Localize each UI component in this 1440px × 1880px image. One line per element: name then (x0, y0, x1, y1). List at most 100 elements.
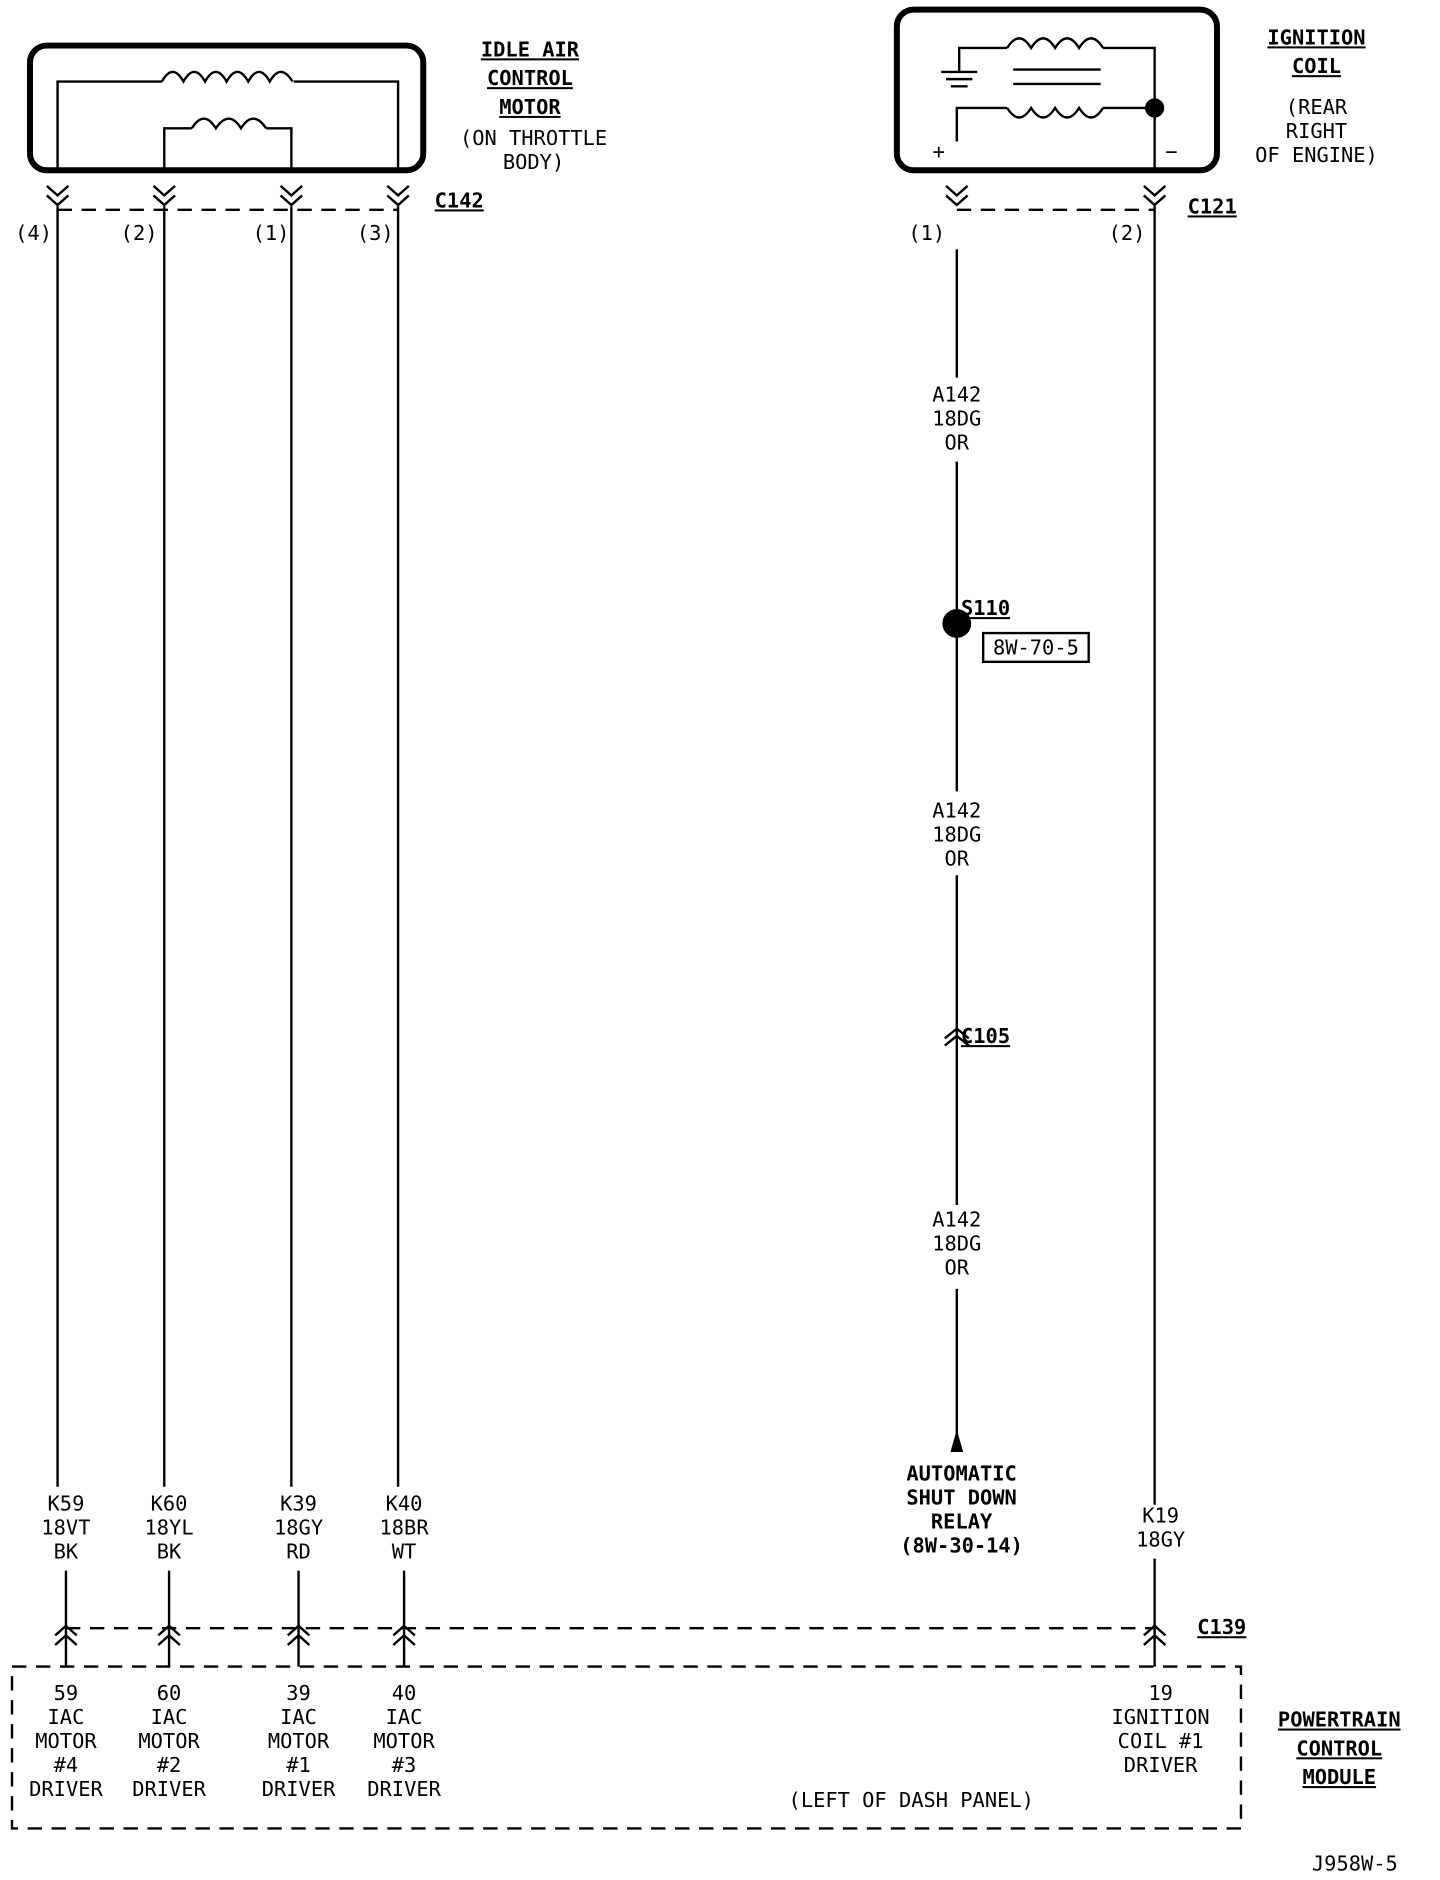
pcm-pin-label: 59 (54, 1681, 79, 1705)
coil (160, 70, 294, 84)
connector-symbol (54, 1624, 78, 1646)
polarity-label: + (933, 139, 945, 163)
pcm-pin-label: MOTOR (138, 1729, 200, 1753)
pcm-pin-label: 60 (157, 1681, 182, 1705)
connector-symbol (157, 1624, 181, 1646)
pcm-pin-label: MOTOR (268, 1729, 330, 1753)
connector-name: C142 (435, 188, 484, 212)
connector-symbol (45, 184, 70, 207)
wire-label: RD (286, 1540, 311, 1564)
pcm-pin-label: DRIVER (1124, 1753, 1198, 1777)
pin-label: (3) (357, 221, 394, 245)
connector-symbol (392, 1624, 416, 1646)
wire-label: 18GY (274, 1516, 323, 1540)
component-note: BODY) (503, 150, 564, 174)
relay-label: RELAY (931, 1510, 993, 1534)
wire-label: K39 (280, 1492, 317, 1516)
component-title: IGNITION (1267, 25, 1365, 49)
pin-label: (1) (908, 221, 945, 245)
component-note: (REAR (1286, 95, 1348, 119)
polarity-label: − (1165, 139, 1177, 163)
component-title: CONTROL (1296, 1736, 1382, 1760)
wire-label: A142 (932, 383, 981, 407)
relay-label: SHUT DOWN (906, 1486, 1016, 1510)
component-title: IDLE AIR (481, 37, 580, 61)
component-title: POWERTRAIN (1278, 1708, 1401, 1732)
component-title: COIL (1292, 54, 1341, 78)
pin-label: (1) (253, 221, 290, 245)
wire-label: A142 (932, 799, 981, 823)
pin-label: (2) (121, 221, 158, 245)
relay-label: AUTOMATIC (906, 1462, 1016, 1486)
connector-name: C105 (961, 1024, 1010, 1048)
wire-label: 18VT (41, 1516, 90, 1540)
wire-label: 18GY (1136, 1528, 1185, 1552)
wire-label: OR (945, 847, 970, 871)
iac-winding-b (163, 127, 293, 171)
wire-label: A142 (932, 1208, 981, 1232)
splice-name: S110 (961, 596, 1010, 620)
wire-label: WT (392, 1540, 417, 1564)
pcm-pin-label: DRIVER (262, 1777, 336, 1801)
ignition-coil-wiring (941, 46, 1156, 171)
connector-symbol (944, 1027, 970, 1047)
pcm-pin-label: IAC (386, 1705, 423, 1729)
pcm-pin-label: MOTOR (35, 1729, 97, 1753)
pcm-note: (LEFT OF DASH PANEL) (789, 1788, 1034, 1812)
iac-motor-body (26, 42, 427, 174)
connector-symbol (279, 184, 303, 207)
pcm-pin-label: #3 (392, 1753, 417, 1777)
connector-symbol (1143, 184, 1167, 207)
wire-label: 18YL (145, 1516, 194, 1540)
pcm-pin-label: IGNITION (1112, 1705, 1210, 1729)
pin-label: (2) (1109, 221, 1146, 245)
connector-symbol (945, 184, 969, 207)
connector-symbol (152, 184, 176, 207)
ignition-coil-body (893, 6, 1220, 174)
pcm-pin-label: MOTOR (373, 1729, 435, 1753)
pcm-pin-label: #1 (286, 1753, 311, 1777)
component-note: (ON THROTTLE (460, 126, 607, 150)
pcm-pin-label: #4 (54, 1753, 79, 1777)
connector-symbol (1143, 1624, 1167, 1646)
pcm-pin-label: IAC (151, 1705, 188, 1729)
pcm-pin-label: DRIVER (29, 1777, 103, 1801)
connector-name: C121 (1188, 194, 1237, 218)
coil (1006, 37, 1105, 119)
connector-symbol (386, 184, 410, 207)
pcm-pin-label: 19 (1148, 1681, 1173, 1705)
pcm-pin-label: 40 (392, 1681, 417, 1705)
wire-label: K40 (386, 1492, 423, 1516)
wire-label: K59 (48, 1492, 85, 1516)
reference-box (981, 631, 1090, 664)
wire-label: K19 (1142, 1504, 1179, 1528)
wire-label: 18BR (380, 1516, 430, 1540)
wire-label: BK (157, 1540, 182, 1564)
pcm-pin-label: DRIVER (132, 1777, 206, 1801)
drawing-id: J958W-5 (1312, 1851, 1398, 1875)
component-note: OF ENGINE) (1255, 143, 1378, 167)
wire-label: 18DG (932, 1232, 981, 1256)
wire-label: OR (945, 1256, 970, 1280)
relay-label: (8W-30-14) (900, 1534, 1023, 1558)
component-title: MOTOR (499, 95, 561, 119)
pcm-pin-label: COIL #1 (1118, 1729, 1204, 1753)
wire-label: BK (54, 1540, 79, 1564)
pcm-pin-label: DRIVER (367, 1777, 441, 1801)
pcm-pin-label: 39 (286, 1681, 311, 1705)
wire-label: OR (945, 431, 970, 455)
pcm-pin-label: #2 (157, 1753, 182, 1777)
reference: 8W-70-5 (993, 636, 1079, 660)
pin-label: (4) (15, 221, 52, 245)
connector-name: C139 (1197, 1615, 1246, 1639)
wire-label: 18DG (932, 823, 981, 847)
junction (1145, 98, 1165, 118)
pcm-pin-label: IAC (48, 1705, 85, 1729)
wire-end (950, 1429, 964, 1452)
wire-label: 18DG (932, 407, 981, 431)
iac-winding-a (56, 80, 400, 171)
component-note: RIGHT (1286, 119, 1347, 143)
wire-label: K60 (151, 1492, 188, 1516)
connector-symbol (286, 1624, 311, 1646)
